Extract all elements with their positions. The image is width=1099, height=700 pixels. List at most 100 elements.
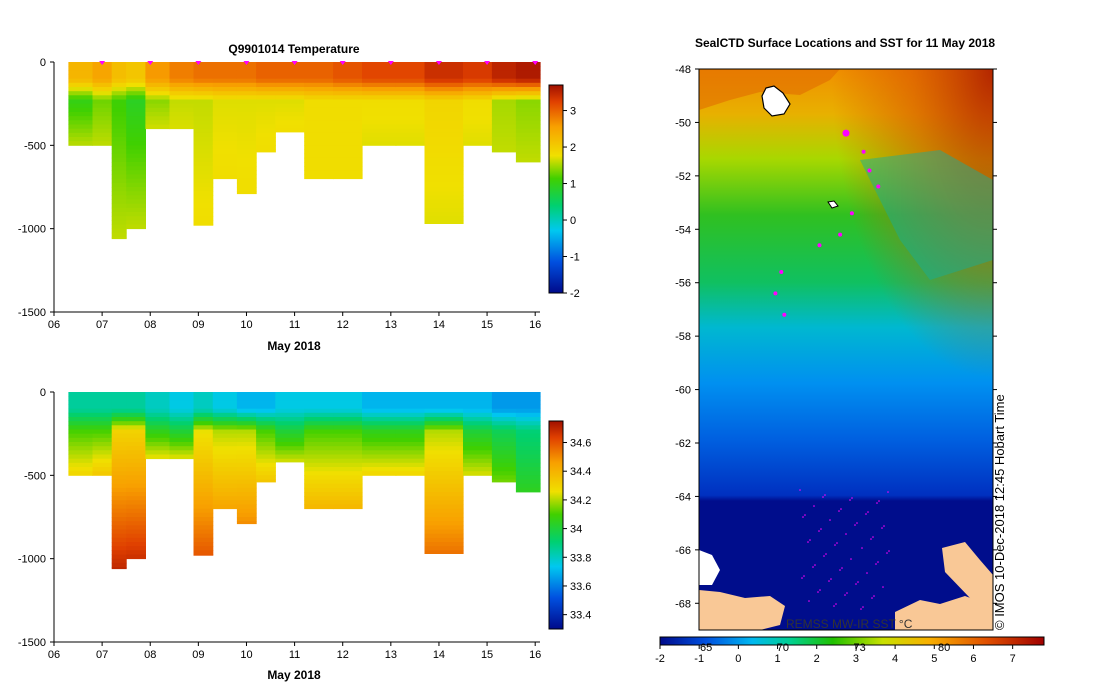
section-cell [491,62,517,67]
section-cell [126,95,146,100]
seal-track-point [865,513,867,515]
section-cell [193,546,214,551]
section-cell [256,454,276,460]
section-cell [92,74,113,80]
section-cell [424,157,464,163]
section-cell [68,408,94,414]
section-cell [126,408,146,414]
section-cell [169,87,195,92]
section-cell [256,124,276,130]
section-cell [395,112,426,117]
section-cell [193,512,214,518]
section-cell [515,149,541,155]
section-cell [111,82,127,88]
section-cell [275,400,305,405]
section-cell [256,78,276,84]
section-cell [491,437,517,443]
section-cell [126,442,146,447]
section-cell [333,404,363,410]
temperature-colorbar-ticks: 3 2 1 0 -1 -2 [563,106,580,300]
section-cell [193,137,214,142]
section-cell [463,132,493,138]
section-cell [236,512,257,518]
section-cell [362,66,397,71]
lat-tick-label: -64 [675,491,691,503]
section-cell [424,508,464,514]
section-cell [126,458,146,464]
x-tick-label: 15 [481,649,493,661]
salinity-y-ticks: 0 -500 -1000 -1500 [18,387,54,649]
section-cell [193,521,214,526]
section-cell [362,437,397,443]
section-cell [212,174,238,180]
section-cell [126,437,146,443]
section-cell [236,187,257,192]
section-cell [424,404,464,410]
section-cell [212,132,238,138]
section-cell [275,87,305,92]
section-cell [424,483,464,489]
sst-colorbar-ticks: -2 -1 0 1 2 3 4 5 6 7 65 70 73 80 [655,642,1016,665]
section-cell [304,408,334,414]
section-cell [515,433,541,439]
seal-location [867,168,872,173]
section-cell [304,433,334,439]
section-cell [169,442,195,447]
section-cell [145,87,171,92]
section-cell [424,199,464,205]
section-cell [111,70,127,75]
section-cell [212,479,238,485]
section-cell [236,504,257,510]
section-cell [362,450,397,455]
x-tick-label: 15 [481,319,493,331]
section-cell [395,78,426,84]
section-cell [193,458,214,464]
section-cell [111,137,127,142]
section-cell [333,162,363,167]
colorbar-tick-label: 0 [570,215,576,227]
section-cell [362,412,397,418]
section-cell [515,404,541,410]
section-cell [424,74,464,80]
section-cell [92,454,113,460]
section-cell [145,396,171,401]
section-cell [193,412,214,418]
section-cell [212,91,238,96]
section-cell [491,132,517,138]
section-cell [491,392,517,397]
section-cell [424,442,464,447]
section-cell [126,542,146,547]
section-cell [126,517,146,522]
section-cell [333,157,363,163]
section-cell [111,479,127,485]
section-cell [491,103,517,109]
section-cell [275,408,305,414]
y-tick-label: -1500 [18,637,46,649]
section-cell [256,467,276,472]
section-cell [515,483,541,489]
section-cell [236,103,257,109]
profile-marker [532,61,539,65]
section-cell [515,437,541,443]
section-cell [256,116,276,121]
section-cell [362,471,397,476]
section-cell [111,400,127,405]
section-cell [111,467,127,472]
section-cell [515,446,541,451]
section-cell [491,116,517,121]
section-cell [193,400,214,405]
section-cell [236,412,257,418]
section-cell [424,446,464,451]
section-cell [333,400,363,405]
section-cell [515,450,541,455]
section-cell [92,66,113,71]
seal-track-point [813,505,815,507]
section-cell [395,107,426,113]
section-cell [491,442,517,447]
section-cell [424,95,464,100]
section-cell [333,107,363,113]
section-cell [333,408,363,414]
section-cell [92,412,113,418]
section-cell [212,392,238,397]
section-cell [169,124,195,130]
